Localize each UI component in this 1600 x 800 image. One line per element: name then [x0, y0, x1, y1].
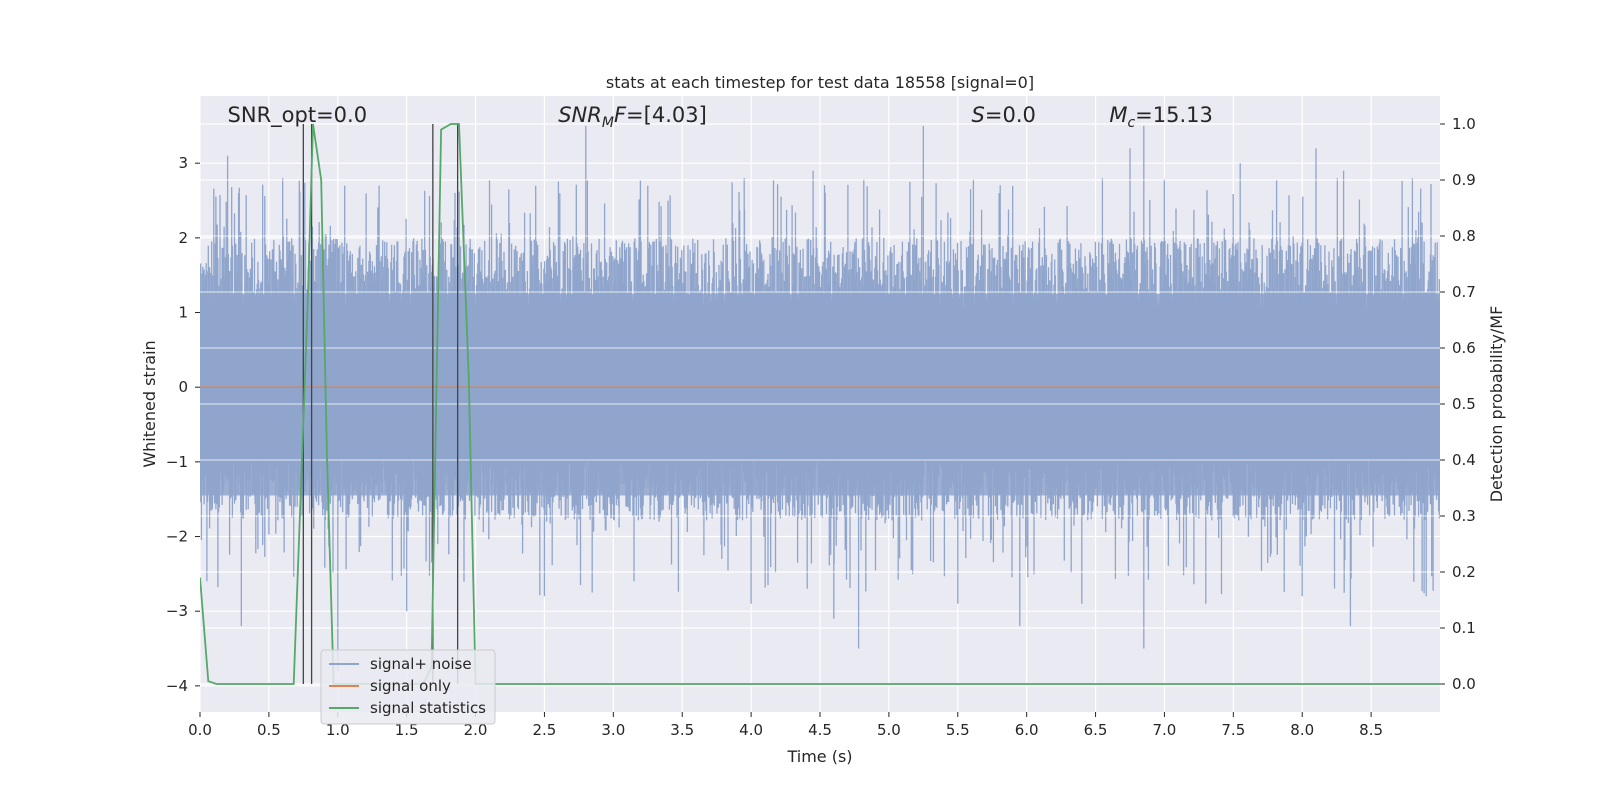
- series-group: [200, 123, 1440, 685]
- left-axis-ticks: −4 −3 −2 −1 0 1 2 3: [166, 154, 200, 695]
- legend: signal+ noise signal only signal statist…: [320, 649, 496, 725]
- y-left-tick-label-5: 1: [178, 304, 188, 322]
- x-tick-label-15: 7.5: [1221, 721, 1245, 739]
- legend-label-signal-statistics: signal statistics: [370, 699, 486, 717]
- y-left-tick-label-1: −3: [166, 602, 188, 620]
- x-tick-label-13: 6.5: [1084, 721, 1108, 739]
- plot-series: [200, 123, 1440, 685]
- y-right-tick-label-8: 0.8: [1452, 227, 1476, 245]
- y-right-tick-label-4: 0.4: [1452, 451, 1476, 469]
- x-tick-label-9: 4.5: [808, 721, 832, 739]
- x-tick-label-12: 6.0: [1015, 721, 1039, 739]
- y-left-tick-label-3: −1: [166, 453, 188, 471]
- x-tick-label-17: 8.5: [1359, 721, 1383, 739]
- y-right-tick-label-5: 0.5: [1452, 395, 1476, 413]
- x-tick-label-0: 0.0: [188, 721, 212, 739]
- x-tick-label-6: 3.0: [601, 721, 625, 739]
- y-right-tick-label-0: 0.0: [1452, 675, 1476, 693]
- x-axis-ticks: 0.0 0.5 1.0 1.5 2.0 2.5 3.0 3.5 4.0 4.5 5.0 5.5 6.0 6…: [188, 712, 1383, 739]
- x-tick-label-14: 7.0: [1153, 721, 1177, 739]
- x-tick-label-7: 3.5: [670, 721, 694, 739]
- x-tick-label-5: 2.5: [533, 721, 557, 739]
- y-left-tick-label-2: −2: [166, 528, 188, 546]
- y-axis-label-left: Whitened strain: [140, 340, 159, 467]
- y-left-tick-label-7: 3: [178, 154, 188, 172]
- chart-title: stats at each timestep for test data 185…: [606, 73, 1034, 92]
- x-tick-label-11: 5.5: [946, 721, 970, 739]
- legend-label-signal-only: signal only: [370, 677, 451, 695]
- x-tick-label-1: 0.5: [257, 721, 281, 739]
- annotation-3: Mc=15.13: [1109, 103, 1213, 131]
- y-right-tick-label-9: 0.9: [1452, 171, 1476, 189]
- right-axis-ticks: 0.0 0.1 0.2 0.3 0.4 0.5 0.6 0.7 0.8 0.9 1.0: [1440, 115, 1476, 693]
- y-left-tick-label-6: 2: [178, 229, 188, 247]
- y-axis-label-right: Detection probability/MF: [1487, 306, 1506, 503]
- series-signal-noise: [200, 125, 1440, 671]
- annotation-2: S=0.0: [972, 103, 1036, 127]
- x-tick-label-8: 4.0: [739, 721, 763, 739]
- x-tick-label-16: 8.0: [1290, 721, 1314, 739]
- legend-box: [320, 649, 496, 725]
- y-right-tick-label-6: 0.6: [1452, 339, 1476, 357]
- annotations: SNR_opt=0.0 SNRMF=[4.03] S=0.0 Mc=15.13: [228, 103, 1213, 131]
- x-tick-label-3: 1.5: [395, 721, 419, 739]
- legend-label-signal-noise: signal+ noise: [370, 655, 472, 673]
- y-right-tick-label-10: 1.0: [1452, 115, 1476, 133]
- y-left-tick-label-4: 0: [178, 378, 188, 396]
- annotation-1: SNRMF=[4.03]: [558, 103, 707, 131]
- x-tick-label-4: 2.0: [464, 721, 488, 739]
- x-tick-label-2: 1.0: [326, 721, 350, 739]
- y-right-tick-label-3: 0.3: [1452, 507, 1476, 525]
- x-tick-label-10: 5.0: [877, 721, 901, 739]
- y-right-tick-label-1: 0.1: [1452, 619, 1476, 637]
- x-axis-label: Time (s): [786, 747, 852, 766]
- y-right-tick-label-2: 0.2: [1452, 563, 1476, 581]
- annotation-0: SNR_opt=0.0: [228, 103, 368, 128]
- y-left-tick-label-0: −4: [166, 677, 188, 695]
- y-right-tick-label-7: 0.7: [1452, 283, 1476, 301]
